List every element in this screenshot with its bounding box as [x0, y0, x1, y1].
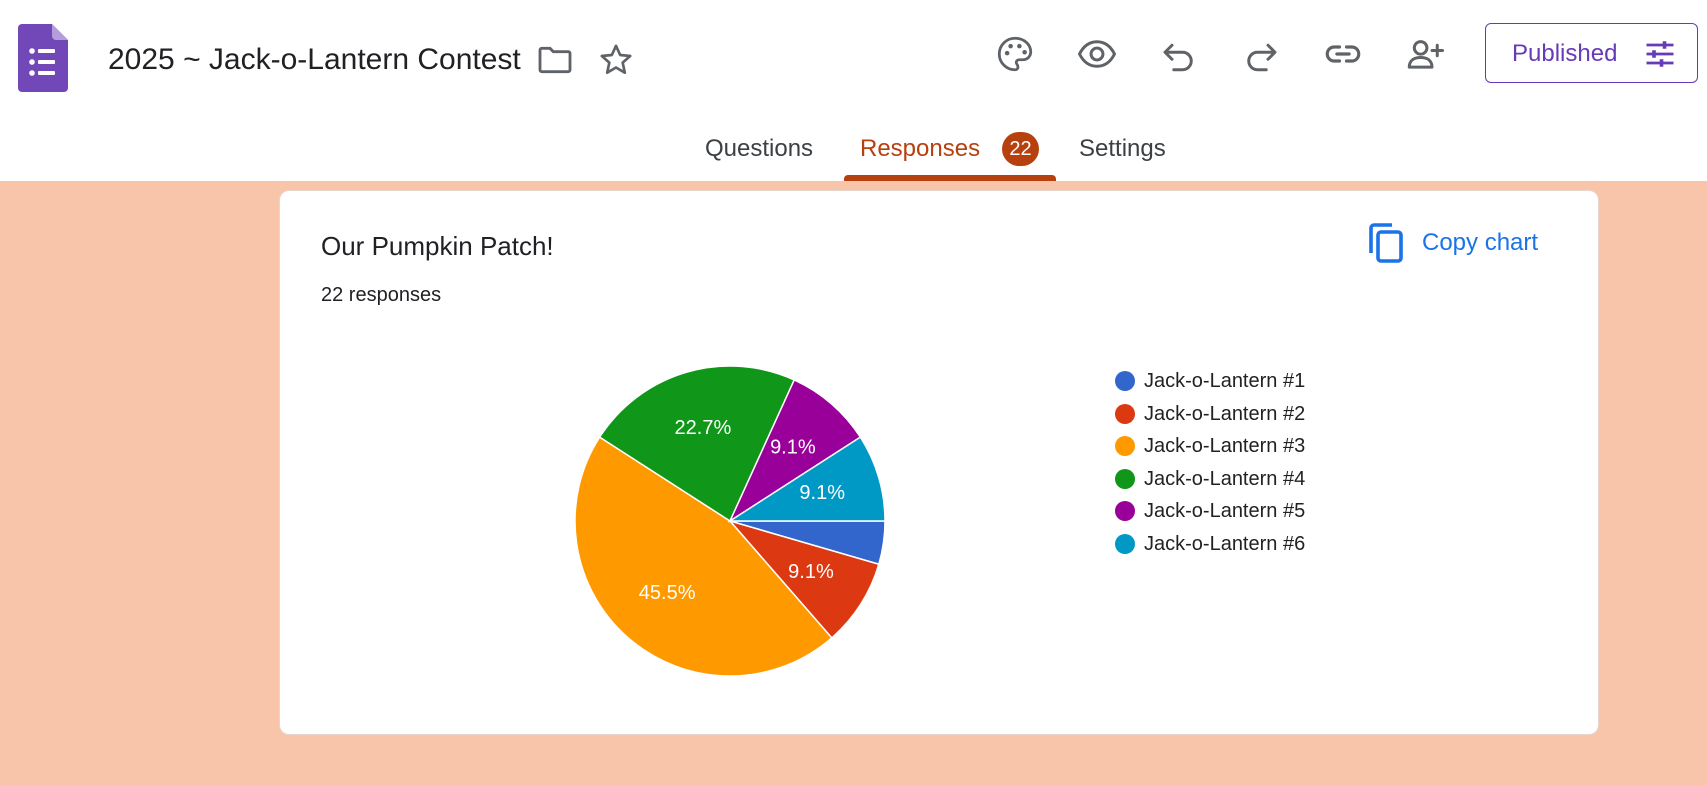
legend-swatch: [1115, 533, 1135, 554]
top-bar: 2025 ~ Jack-o-Lantern Contest: [0, 0, 1707, 181]
legend-label: Jack-o-Lantern #4: [1144, 467, 1306, 490]
question-title: Our Pumpkin Patch!: [321, 231, 554, 261]
legend-swatch: [1115, 403, 1135, 424]
pie-slice-2[interactable]: [727, 519, 880, 639]
legend-swatch: [1115, 436, 1135, 457]
folder-icon[interactable]: [535, 40, 575, 80]
pie-slice-label-6: 9.1%: [799, 482, 845, 504]
legend-label: Jack-o-Lantern #5: [1144, 500, 1306, 523]
eye-icon[interactable]: [1076, 33, 1118, 75]
legend-item-5[interactable]: Jack-o-Lantern #5: [1115, 495, 1305, 528]
chart-legend: Jack-o-Lantern #1 Jack-o-Lantern #2 Jack-o…: [1115, 365, 1305, 560]
link-icon[interactable]: [1322, 33, 1364, 75]
legend-swatch: [1115, 371, 1135, 392]
pie-slice-4[interactable]: [598, 365, 796, 523]
forms-logo-icon[interactable]: [18, 24, 68, 92]
response-count: 22 responses: [321, 284, 442, 306]
pie-slice-label-3: 45.5%: [639, 582, 696, 604]
legend-item-4[interactable]: Jack-o-Lantern #4: [1115, 463, 1305, 496]
tune-icon: [1646, 41, 1674, 67]
legend-label: Jack-o-Lantern #1: [1144, 370, 1306, 393]
form-title[interactable]: 2025 ~ Jack-o-Lantern Contest: [108, 43, 521, 76]
tab-questions[interactable]: Questions: [705, 135, 814, 162]
published-label: Published: [1512, 40, 1618, 67]
legend-item-6[interactable]: Jack-o-Lantern #6: [1115, 528, 1305, 561]
pie-chart: 9.1% 45.5% 22.7% 9.1% 9.1%: [574, 365, 886, 677]
legend-label: Jack-o-Lantern #6: [1144, 532, 1306, 555]
tab-responses[interactable]: Responses: [860, 135, 981, 162]
copy-chart-label: Copy chart: [1422, 229, 1539, 256]
pie-slice-label-4: 22.7%: [675, 417, 732, 439]
legend-item-1[interactable]: Jack-o-Lantern #1: [1115, 365, 1305, 398]
tab-settings[interactable]: Settings: [1079, 135, 1166, 162]
legend-item-2[interactable]: Jack-o-Lantern #2: [1115, 398, 1305, 431]
legend-swatch: [1115, 468, 1135, 489]
active-tab-indicator: [844, 175, 1056, 181]
pie-slice-5[interactable]: [728, 378, 862, 524]
star-icon[interactable]: [596, 40, 636, 80]
pie-slice-6[interactable]: [727, 436, 886, 522]
redo-icon[interactable]: [1240, 33, 1282, 75]
legend-label: Jack-o-Lantern #2: [1144, 402, 1306, 425]
legend-swatch: [1115, 501, 1135, 522]
pie-slice-3[interactable]: [574, 436, 833, 677]
palette-icon[interactable]: [994, 33, 1036, 75]
copy-chart-button[interactable]: Copy chart: [1368, 223, 1568, 263]
legend-item-3[interactable]: Jack-o-Lantern #3: [1115, 430, 1305, 463]
copy-icon: [1369, 223, 1403, 263]
response-summary-card: Our Pumpkin Patch! 22 responses Copy cha…: [279, 190, 1599, 735]
undo-icon[interactable]: [1158, 33, 1200, 75]
legend-label: Jack-o-Lantern #3: [1144, 435, 1306, 458]
published-button[interactable]: Published: [1485, 23, 1698, 83]
responses-count-badge: 22: [1002, 132, 1039, 166]
pie-slice-label-5: 9.1%: [770, 437, 816, 459]
pie-slice-label-2: 9.1%: [788, 561, 834, 583]
add-person-icon[interactable]: [1404, 33, 1446, 75]
